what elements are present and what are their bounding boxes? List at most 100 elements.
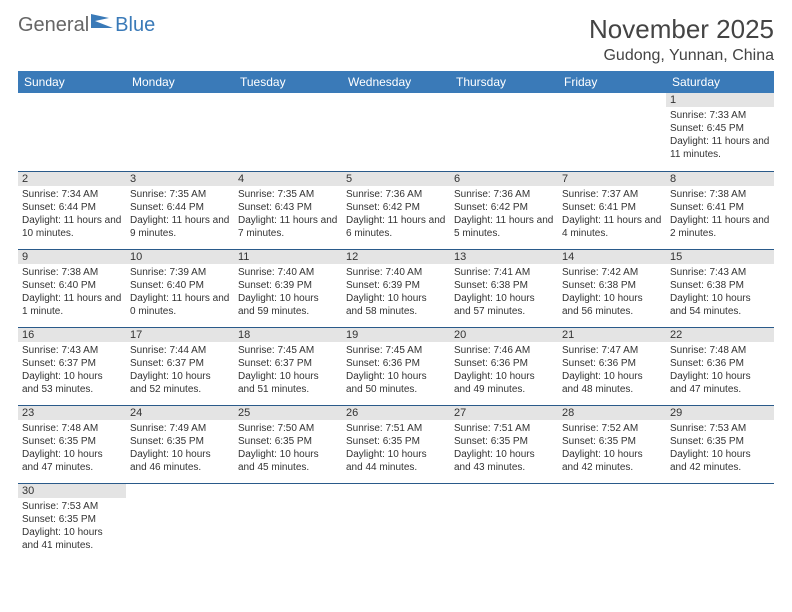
calendar-cell	[558, 483, 666, 561]
daylight-text: Daylight: 11 hours and 5 minutes.	[454, 214, 554, 240]
day-body: Sunrise: 7:43 AMSunset: 6:37 PMDaylight:…	[18, 342, 126, 398]
sunrise-text: Sunrise: 7:40 AM	[346, 266, 446, 279]
day-number: 16	[18, 328, 126, 342]
day-body: Sunrise: 7:53 AMSunset: 6:35 PMDaylight:…	[666, 420, 774, 476]
day-body: Sunrise: 7:41 AMSunset: 6:38 PMDaylight:…	[450, 264, 558, 320]
sunrise-text: Sunrise: 7:34 AM	[22, 188, 122, 201]
calendar-cell	[234, 483, 342, 561]
daylight-text: Daylight: 10 hours and 46 minutes.	[130, 448, 230, 474]
daylight-text: Daylight: 10 hours and 45 minutes.	[238, 448, 338, 474]
sunrise-text: Sunrise: 7:42 AM	[562, 266, 662, 279]
day-number: 11	[234, 250, 342, 264]
calendar-cell	[450, 93, 558, 171]
sunrise-text: Sunrise: 7:39 AM	[130, 266, 230, 279]
sunset-text: Sunset: 6:35 PM	[238, 435, 338, 448]
sunset-text: Sunset: 6:35 PM	[130, 435, 230, 448]
day-number: 14	[558, 250, 666, 264]
daylight-text: Daylight: 10 hours and 52 minutes.	[130, 370, 230, 396]
day-number: 26	[342, 406, 450, 420]
day-body: Sunrise: 7:36 AMSunset: 6:42 PMDaylight:…	[342, 186, 450, 242]
daylight-text: Daylight: 10 hours and 54 minutes.	[670, 292, 770, 318]
day-number: 6	[450, 172, 558, 186]
sunrise-text: Sunrise: 7:43 AM	[22, 344, 122, 357]
calendar-cell: 24Sunrise: 7:49 AMSunset: 6:35 PMDayligh…	[126, 405, 234, 483]
sunrise-text: Sunrise: 7:46 AM	[454, 344, 554, 357]
day-body: Sunrise: 7:38 AMSunset: 6:40 PMDaylight:…	[18, 264, 126, 320]
sunrise-text: Sunrise: 7:53 AM	[22, 500, 122, 513]
day-number: 7	[558, 172, 666, 186]
sunset-text: Sunset: 6:38 PM	[454, 279, 554, 292]
day-number: 23	[18, 406, 126, 420]
sunrise-text: Sunrise: 7:47 AM	[562, 344, 662, 357]
sunrise-text: Sunrise: 7:36 AM	[346, 188, 446, 201]
calendar-cell: 19Sunrise: 7:45 AMSunset: 6:36 PMDayligh…	[342, 327, 450, 405]
sunset-text: Sunset: 6:36 PM	[346, 357, 446, 370]
daylight-text: Daylight: 10 hours and 58 minutes.	[346, 292, 446, 318]
sunrise-text: Sunrise: 7:49 AM	[130, 422, 230, 435]
sunset-text: Sunset: 6:35 PM	[346, 435, 446, 448]
day-number: 19	[342, 328, 450, 342]
calendar-cell: 2Sunrise: 7:34 AMSunset: 6:44 PMDaylight…	[18, 171, 126, 249]
calendar-cell: 9Sunrise: 7:38 AMSunset: 6:40 PMDaylight…	[18, 249, 126, 327]
sunset-text: Sunset: 6:37 PM	[130, 357, 230, 370]
daylight-text: Daylight: 11 hours and 4 minutes.	[562, 214, 662, 240]
day-body: Sunrise: 7:51 AMSunset: 6:35 PMDaylight:…	[342, 420, 450, 476]
day-body: Sunrise: 7:37 AMSunset: 6:41 PMDaylight:…	[558, 186, 666, 242]
sunset-text: Sunset: 6:35 PM	[670, 435, 770, 448]
calendar-cell	[18, 93, 126, 171]
sunrise-text: Sunrise: 7:35 AM	[238, 188, 338, 201]
day-number: 17	[126, 328, 234, 342]
sunset-text: Sunset: 6:35 PM	[22, 513, 122, 526]
daylight-text: Daylight: 11 hours and 0 minutes.	[130, 292, 230, 318]
day-header: Thursday	[450, 71, 558, 93]
sunset-text: Sunset: 6:35 PM	[22, 435, 122, 448]
day-body: Sunrise: 7:49 AMSunset: 6:35 PMDaylight:…	[126, 420, 234, 476]
daylight-text: Daylight: 10 hours and 44 minutes.	[346, 448, 446, 474]
sunset-text: Sunset: 6:35 PM	[562, 435, 662, 448]
day-header: Wednesday	[342, 71, 450, 93]
sunrise-text: Sunrise: 7:44 AM	[130, 344, 230, 357]
sunrise-text: Sunrise: 7:53 AM	[670, 422, 770, 435]
calendar-cell: 7Sunrise: 7:37 AMSunset: 6:41 PMDaylight…	[558, 171, 666, 249]
day-number: 24	[126, 406, 234, 420]
day-body: Sunrise: 7:53 AMSunset: 6:35 PMDaylight:…	[18, 498, 126, 554]
sunrise-text: Sunrise: 7:35 AM	[130, 188, 230, 201]
day-number: 5	[342, 172, 450, 186]
calendar-cell: 15Sunrise: 7:43 AMSunset: 6:38 PMDayligh…	[666, 249, 774, 327]
daylight-text: Daylight: 10 hours and 56 minutes.	[562, 292, 662, 318]
sunrise-text: Sunrise: 7:33 AM	[670, 109, 770, 122]
daylight-text: Daylight: 11 hours and 11 minutes.	[670, 135, 770, 161]
calendar-cell: 29Sunrise: 7:53 AMSunset: 6:35 PMDayligh…	[666, 405, 774, 483]
sunset-text: Sunset: 6:41 PM	[670, 201, 770, 214]
calendar-cell: 6Sunrise: 7:36 AMSunset: 6:42 PMDaylight…	[450, 171, 558, 249]
sunrise-text: Sunrise: 7:52 AM	[562, 422, 662, 435]
calendar-cell	[342, 93, 450, 171]
calendar-cell	[450, 483, 558, 561]
daylight-text: Daylight: 10 hours and 57 minutes.	[454, 292, 554, 318]
day-body: Sunrise: 7:48 AMSunset: 6:36 PMDaylight:…	[666, 342, 774, 398]
day-header: Friday	[558, 71, 666, 93]
day-header-row: Sunday Monday Tuesday Wednesday Thursday…	[18, 71, 774, 93]
sunrise-text: Sunrise: 7:45 AM	[346, 344, 446, 357]
calendar-cell: 13Sunrise: 7:41 AMSunset: 6:38 PMDayligh…	[450, 249, 558, 327]
calendar-cell: 8Sunrise: 7:38 AMSunset: 6:41 PMDaylight…	[666, 171, 774, 249]
sunrise-text: Sunrise: 7:41 AM	[454, 266, 554, 279]
daylight-text: Daylight: 11 hours and 2 minutes.	[670, 214, 770, 240]
calendar-table: Sunday Monday Tuesday Wednesday Thursday…	[18, 71, 774, 561]
sunset-text: Sunset: 6:37 PM	[238, 357, 338, 370]
day-body: Sunrise: 7:36 AMSunset: 6:42 PMDaylight:…	[450, 186, 558, 242]
sunset-text: Sunset: 6:36 PM	[454, 357, 554, 370]
day-number: 21	[558, 328, 666, 342]
sunset-text: Sunset: 6:44 PM	[22, 201, 122, 214]
header: General Blue November 2025 Gudong, Yunna…	[18, 14, 774, 65]
day-number: 10	[126, 250, 234, 264]
calendar-cell	[126, 483, 234, 561]
day-body: Sunrise: 7:33 AMSunset: 6:45 PMDaylight:…	[666, 107, 774, 163]
daylight-text: Daylight: 11 hours and 10 minutes.	[22, 214, 122, 240]
sunset-text: Sunset: 6:38 PM	[562, 279, 662, 292]
calendar-cell: 25Sunrise: 7:50 AMSunset: 6:35 PMDayligh…	[234, 405, 342, 483]
daylight-text: Daylight: 10 hours and 47 minutes.	[670, 370, 770, 396]
sunrise-text: Sunrise: 7:51 AM	[346, 422, 446, 435]
flag-icon	[91, 14, 113, 37]
day-number: 27	[450, 406, 558, 420]
